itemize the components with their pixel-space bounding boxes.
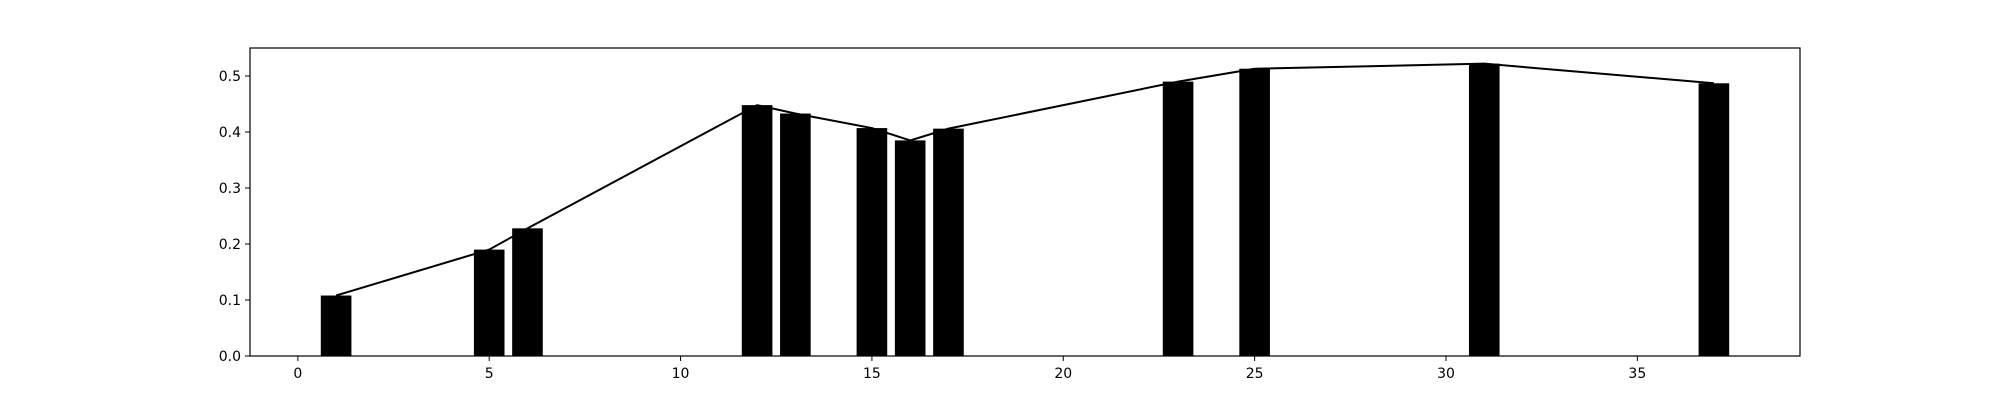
y-tick-label-4: 0.4 — [219, 125, 241, 141]
x-tick-label-2: 10 — [672, 366, 690, 382]
y-tick-label-2: 0.2 — [219, 237, 241, 253]
bar-3 — [741, 105, 773, 357]
y-tick-label-1: 0.1 — [219, 293, 241, 309]
y-tick-label-5: 0.5 — [219, 69, 241, 85]
x-tick-label-7: 35 — [1628, 366, 1646, 382]
series-line — [335, 62, 1714, 297]
x-tick-label-4: 20 — [1054, 366, 1072, 382]
bar-9 — [1239, 68, 1270, 356]
x-tick-label-5: 25 — [1246, 366, 1264, 382]
bar-6 — [894, 140, 926, 356]
x-tick-label-3: 15 — [863, 366, 881, 382]
bar-series — [320, 63, 1730, 357]
bar-10 — [1468, 63, 1500, 357]
plot-area-frame — [249, 47, 1801, 357]
bar-11 — [1698, 83, 1730, 356]
bar-2 — [512, 228, 543, 356]
y-axis: 0.0 0.1 0.2 0.3 0.4 0.5 — [219, 69, 250, 365]
x-tick-label-1: 5 — [485, 366, 494, 382]
bar-5 — [856, 128, 888, 356]
bar-1 — [473, 249, 505, 356]
x-tick-label-0: 0 — [293, 366, 302, 382]
bar-4 — [780, 113, 811, 357]
bar-0 — [320, 295, 352, 356]
x-tick-label-6: 30 — [1437, 366, 1455, 382]
y-tick-label-0: 0.0 — [219, 349, 241, 365]
bar-8 — [1162, 81, 1194, 356]
y-tick-label-3: 0.3 — [219, 181, 241, 197]
bar-7 — [933, 128, 964, 356]
x-axis: 0 5 10 15 20 25 30 35 — [293, 356, 1646, 382]
